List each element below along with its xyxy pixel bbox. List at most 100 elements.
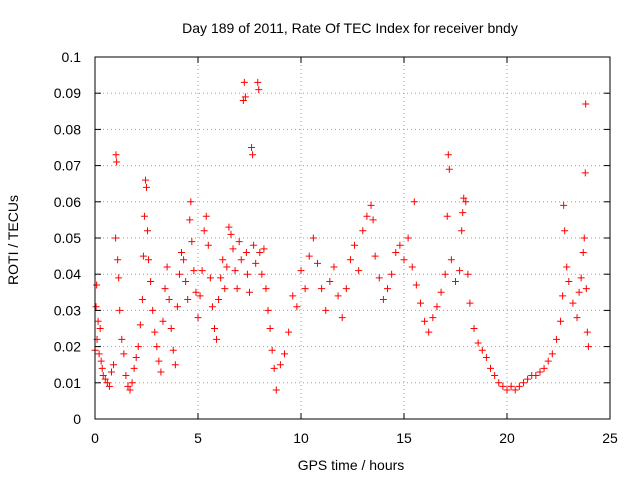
data-point [243,270,251,278]
data-point [120,350,128,358]
data-point [569,299,577,307]
data-point [581,169,589,177]
data-point [249,151,257,159]
data-point [180,256,188,264]
data-point [124,382,132,390]
data-point [437,288,445,296]
data-point [140,212,148,220]
data-point [171,361,179,369]
data-point [114,256,122,264]
data-point [258,270,266,278]
data-point [408,263,416,271]
x-tick-label: 25 [602,430,618,446]
data-point [194,314,202,322]
data-point [276,361,284,369]
data-point [143,183,150,191]
data-point [112,151,120,159]
data-point [141,176,149,184]
data-point [210,325,218,332]
y-tick-label: 0.04 [54,266,81,282]
data-point [225,223,233,231]
data-point [270,364,278,372]
data-point [460,194,468,202]
data-point [421,317,429,325]
data-point [515,382,523,390]
data-point [149,306,157,314]
data-point [334,292,342,300]
data-points [91,78,592,394]
data-point [235,238,243,246]
x-tick-labels: 0 5 10 15 20 25 [91,430,618,446]
data-point [262,285,270,293]
data-point [136,321,144,329]
y-tick-label: 0.06 [54,194,81,210]
data-point [240,78,248,86]
data-point [342,285,350,293]
data-point [241,93,249,101]
y-tick-label: 0.09 [54,85,81,101]
data-point [202,212,210,220]
data-point [371,252,379,260]
data-point [495,379,503,387]
data-point [255,86,263,94]
data-point [204,241,212,249]
data-point [188,238,196,246]
gridlines [95,57,610,419]
data-point [92,303,100,311]
data-point [474,339,482,347]
data-point [367,201,375,209]
data-point [503,386,511,394]
axis-ticks [94,56,611,420]
data-point [116,306,124,314]
data-point [410,198,418,206]
data-point [213,335,221,343]
data-point [208,303,216,311]
data-point [167,325,175,332]
data-point [118,335,126,343]
data-point [412,281,420,289]
data-point [379,296,387,304]
y-tick-label: 0.02 [54,339,81,355]
data-point [175,270,183,278]
data-point [219,256,227,264]
y-tick-label: 0.1 [62,49,82,65]
data-point [200,227,208,235]
data-point [433,303,441,311]
data-point [227,230,235,238]
data-point [246,288,253,296]
data-point [309,234,317,242]
data-point [470,325,478,332]
data-point [548,350,556,358]
data-point [130,364,138,372]
y-tick-label: 0.03 [54,302,81,318]
data-point [456,267,464,275]
data-point [268,346,276,354]
data-point [524,375,532,383]
data-point [573,314,581,322]
data-point [577,274,585,282]
data-point [441,270,449,278]
data-point [187,198,195,206]
data-point [266,325,274,332]
data-point [107,368,115,376]
data-point [248,144,256,151]
data-point [575,288,583,296]
data-point [491,372,499,380]
data-point [416,299,424,307]
data-point [392,248,400,256]
y-tick-label: 0.08 [54,121,81,137]
data-point [151,328,159,336]
data-point [132,353,140,361]
data-point [145,256,153,264]
data-point [112,234,120,242]
data-point [322,306,330,314]
data-point [544,357,552,365]
data-point [169,346,177,354]
data-point [285,328,293,336]
data-point [583,328,591,336]
data-point [128,379,136,387]
data-point [363,212,371,220]
data-point [138,296,146,304]
x-tick-label: 20 [499,430,515,446]
data-point [326,277,334,285]
